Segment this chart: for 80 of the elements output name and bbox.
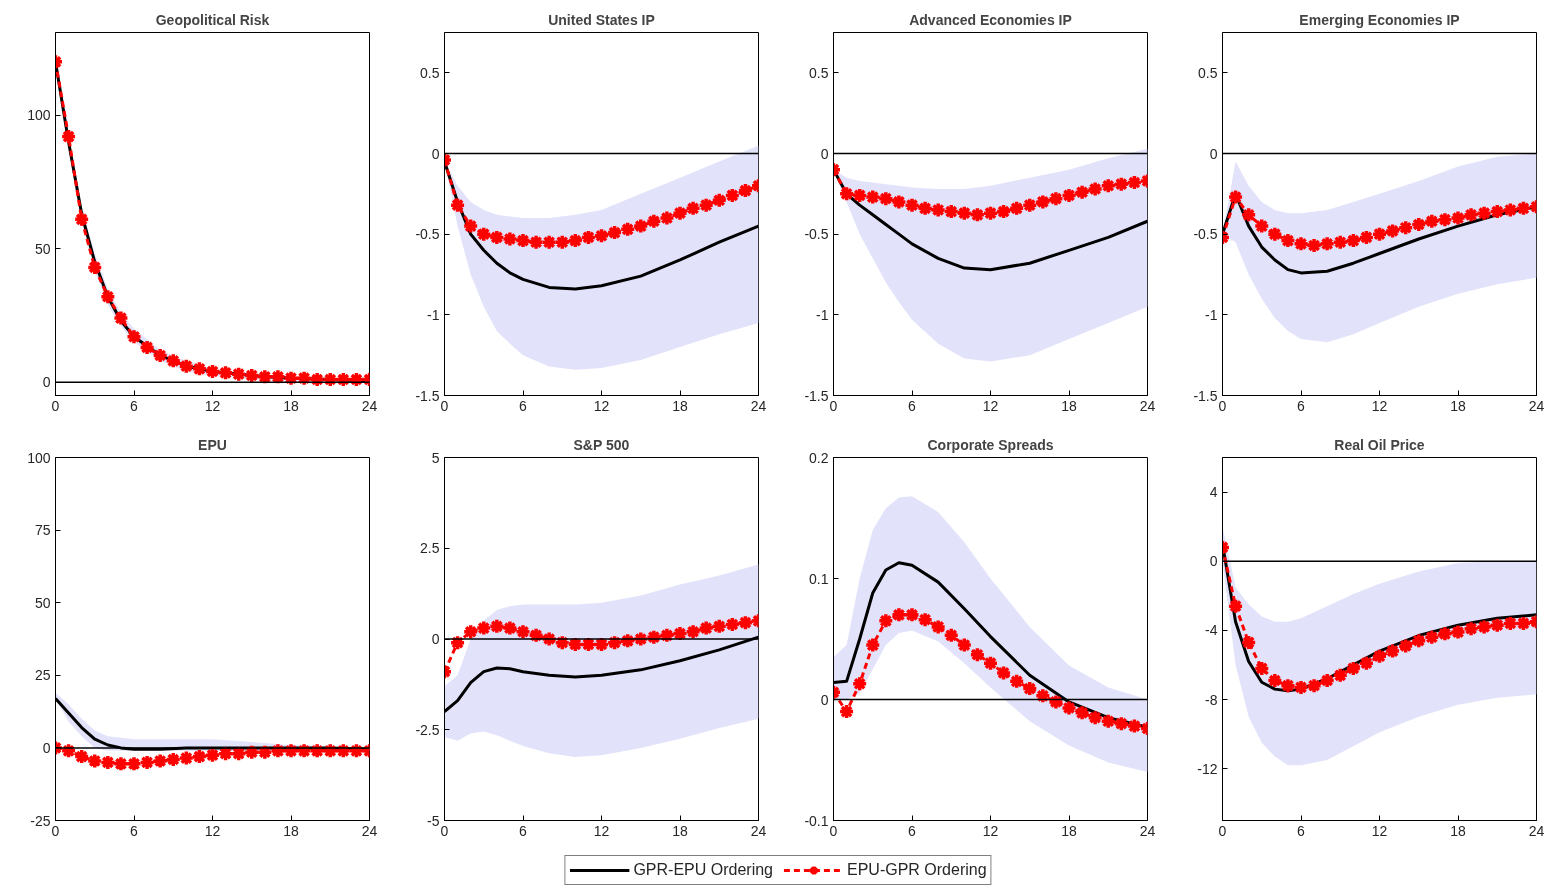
x-tick-label: 24 xyxy=(1528,822,1545,839)
x-tick-label: 12 xyxy=(982,397,999,414)
x-tick-label: 6 xyxy=(130,397,139,414)
y-tick-label: -2.5 xyxy=(415,721,440,738)
legend-label: EPU-GPR Ordering xyxy=(847,861,987,879)
y-tick-label: -25 xyxy=(30,812,51,829)
x-tick-label: 6 xyxy=(130,822,139,839)
y-tick-label: -1.5 xyxy=(1193,387,1218,404)
y-tick-label: 0.5 xyxy=(420,64,440,81)
y-tick-label: -8 xyxy=(1205,691,1218,708)
x-tick-label: 6 xyxy=(908,397,917,414)
y-tick-label: 100 xyxy=(27,107,51,124)
x-tick-label: 18 xyxy=(1061,822,1077,839)
legend-label: GPR-EPU Ordering xyxy=(633,861,773,879)
y-tick-label: 0 xyxy=(42,374,51,391)
y-tick-label: 0.1 xyxy=(809,570,829,587)
y-tick-label: -1 xyxy=(427,306,440,323)
x-tick-label: 24 xyxy=(750,822,767,839)
x-tick-label: 6 xyxy=(1297,822,1306,839)
y-tick-label: 0 xyxy=(1209,145,1218,162)
chart-title: EPU xyxy=(198,436,227,453)
y-tick-label: -1.5 xyxy=(415,387,440,404)
y-tick-label: -4 xyxy=(1205,622,1218,639)
y-tick-label: -0.1 xyxy=(804,812,829,829)
x-tick-label: 12 xyxy=(593,397,610,414)
y-tick-label: -0.5 xyxy=(1193,226,1218,243)
y-tick-label: 2.5 xyxy=(420,540,440,557)
y-tick-label: 0 xyxy=(431,631,440,647)
x-tick-label: 6 xyxy=(908,822,917,839)
y-tick-label: -5 xyxy=(427,812,440,829)
chart-title: S&P 500 xyxy=(573,436,630,453)
x-tick-label: 12 xyxy=(982,822,999,839)
y-tick-label: -1 xyxy=(816,306,829,323)
x-tick-label: 12 xyxy=(1371,397,1388,414)
y-tick-label: 0 xyxy=(820,145,829,162)
x-tick-label: 24 xyxy=(1528,397,1545,414)
x-tick-label: 18 xyxy=(672,397,688,414)
x-tick-label: 24 xyxy=(1139,397,1156,414)
y-tick-label: 0.5 xyxy=(1198,64,1218,81)
y-tick-label: 0 xyxy=(431,145,440,162)
y-tick-label: 5 xyxy=(431,449,440,466)
chart-title: Corporate Spreads xyxy=(927,436,1054,453)
x-tick-label: 18 xyxy=(1450,822,1466,839)
y-tick-label: -1.5 xyxy=(804,387,829,404)
y-tick-label: 0 xyxy=(820,691,829,708)
chart-title: United States IP xyxy=(548,11,655,28)
x-tick-label: 18 xyxy=(283,397,299,414)
x-tick-label: 24 xyxy=(361,822,378,839)
y-tick-label: 0 xyxy=(1209,553,1218,570)
y-tick-label: -1 xyxy=(1205,306,1218,323)
y-tick-label: 0 xyxy=(42,739,51,756)
x-tick-label: 18 xyxy=(672,822,688,839)
y-tick-label: 0.2 xyxy=(809,449,829,466)
x-tick-label: 24 xyxy=(1139,822,1156,839)
x-tick-label: 18 xyxy=(1061,397,1077,414)
y-tick-label: 100 xyxy=(27,449,51,466)
x-tick-label: 6 xyxy=(1297,397,1306,414)
y-tick-label: 50 xyxy=(34,594,51,611)
y-tick-label: -12 xyxy=(1197,760,1218,777)
y-tick-label: 50 xyxy=(34,240,51,257)
x-tick-label: 12 xyxy=(593,822,610,839)
y-tick-label: 4 xyxy=(1209,484,1218,501)
chart-title: Real Oil Price xyxy=(1334,436,1425,453)
x-tick-label: 6 xyxy=(519,822,528,839)
y-tick-label: 25 xyxy=(34,667,51,684)
x-tick-label: 12 xyxy=(204,397,221,414)
x-tick-label: 18 xyxy=(1450,397,1466,414)
x-tick-label: 18 xyxy=(283,822,299,839)
x-tick-label: 24 xyxy=(361,397,378,414)
x-tick-label: 12 xyxy=(1371,822,1388,839)
y-tick-label: -0.5 xyxy=(804,226,829,243)
y-tick-label: 75 xyxy=(34,522,51,539)
x-tick-label: 12 xyxy=(204,822,221,839)
chart-title: Emerging Economies IP xyxy=(1299,11,1460,28)
chart-title: Geopolitical Risk xyxy=(155,11,270,28)
x-tick-label: 24 xyxy=(750,397,767,414)
y-tick-label: 0.5 xyxy=(809,64,829,81)
x-tick-label: 6 xyxy=(519,397,528,414)
chart-title: Advanced Economies IP xyxy=(909,11,1072,28)
y-tick-label: -0.5 xyxy=(415,226,440,243)
